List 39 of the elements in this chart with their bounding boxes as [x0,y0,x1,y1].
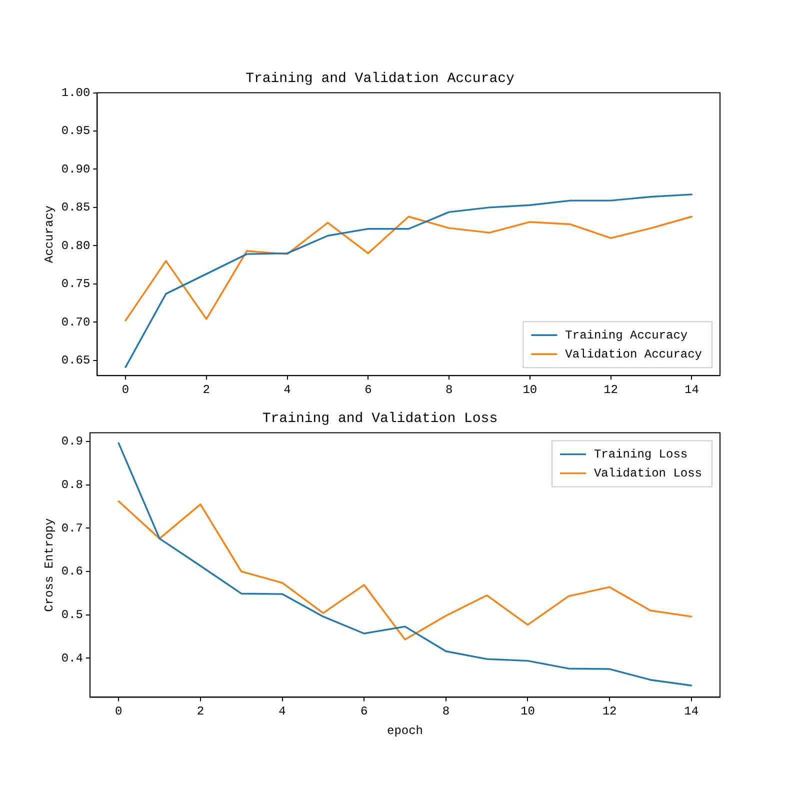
x-tick-label: 2 [196,704,204,719]
x-tick-label: 12 [602,704,617,719]
y-tick-label: 0.90 [61,162,90,176]
x-tick-label: 4 [284,382,291,397]
y-tick-label: 0.4 [61,651,84,666]
y-axis-title: Accuracy [42,205,56,264]
chart-title: Training and Validation Accuracy [246,71,514,88]
y-tick-label: 0.7 [61,521,84,536]
x-tick-label: 8 [445,382,453,397]
y-tick-label: 0.80 [61,238,90,253]
y-tick-label: 0.8 [61,478,84,492]
x-tick-label: 14 [684,382,699,397]
y-axis-title: Cross Entropy [42,518,56,612]
x-tick-label: 12 [604,382,618,397]
y-tick-label: 1.00 [61,86,90,100]
legend-label: Validation Loss [594,466,702,480]
x-tick-label: 6 [360,704,368,719]
x-tick-label: 8 [442,704,450,719]
x-tick-label: 0 [115,704,122,719]
x-tick-label: 10 [522,382,538,397]
x-tick-label: 6 [364,382,372,397]
legend-label: Training Loss [594,447,688,462]
y-tick-label: 0.70 [61,315,90,330]
y-tick-label: 0.85 [61,200,90,215]
y-tick-label: 0.75 [61,277,90,292]
x-tick-label: 10 [520,704,535,719]
y-tick-label: 0.65 [61,353,90,368]
legend-label: Training Accuracy [565,328,688,342]
y-tick-label: 0.5 [61,608,84,622]
x-tick-label: 0 [122,382,130,397]
chart-title: Training and Validation Loss [262,411,498,428]
x-tick-label: 4 [278,704,286,719]
x-tick-label: 14 [684,704,699,719]
legend-label: Validation Accuracy [565,347,702,362]
y-tick-label: 0.95 [61,124,90,138]
x-axis-title: epoch [386,724,424,738]
y-tick-label: 0.6 [61,564,84,579]
x-tick-label: 2 [202,382,210,397]
y-tick-label: 0.9 [61,434,84,449]
